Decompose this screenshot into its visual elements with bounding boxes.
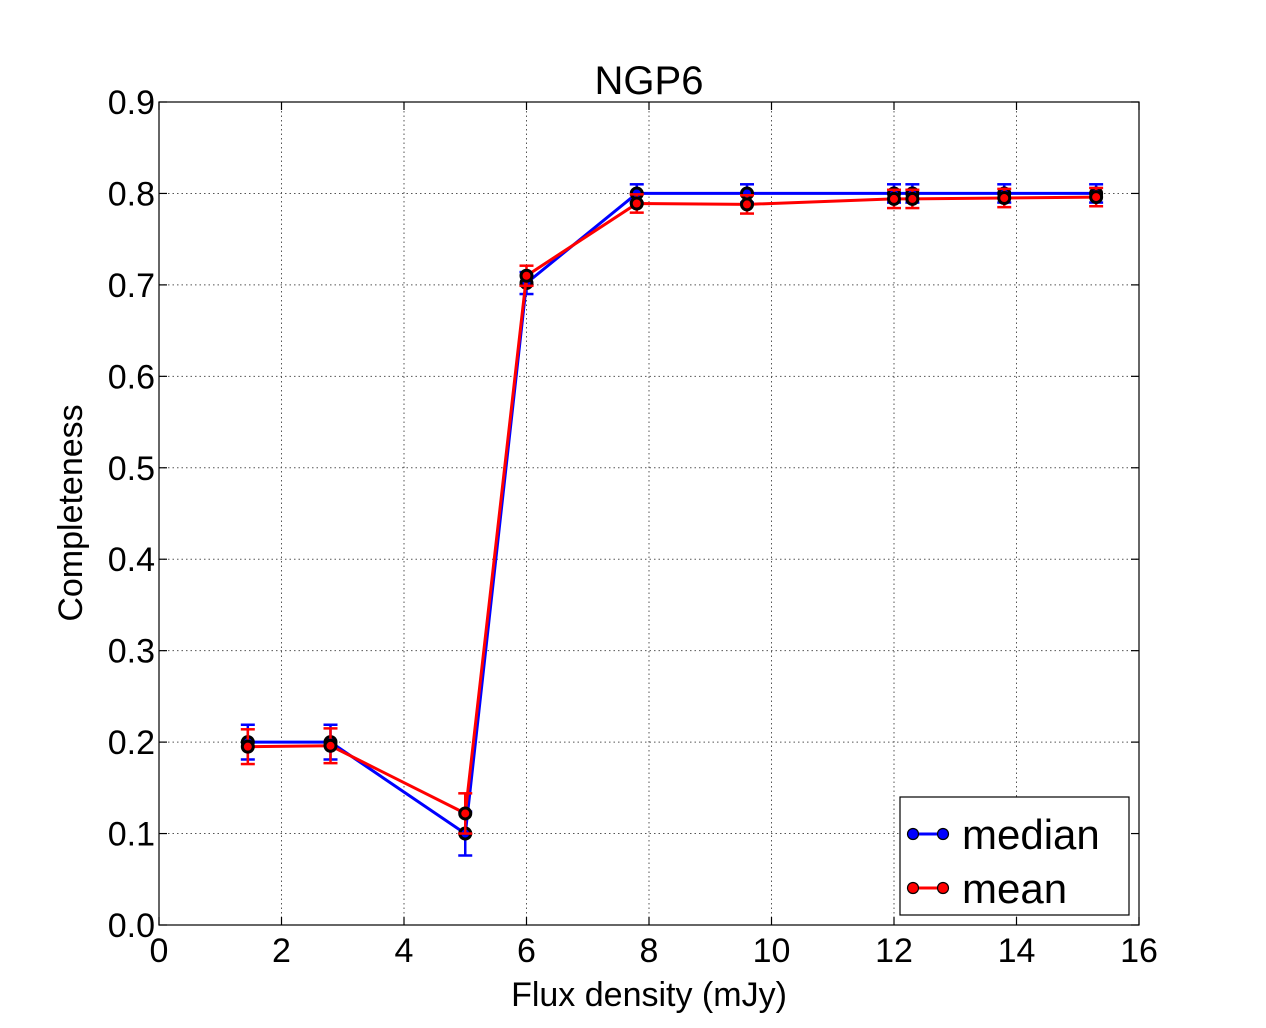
data-point (997, 191, 1012, 206)
data-point (240, 739, 255, 754)
data-point (905, 191, 920, 206)
plot-series (240, 183, 1104, 857)
legend-label: median (962, 811, 1100, 858)
legend-marker (906, 827, 920, 841)
legend-marker (936, 827, 950, 841)
y-tick-label: 0.1 (108, 816, 155, 854)
data-point (458, 806, 473, 821)
x-tick-label: 12 (875, 932, 913, 970)
legend-marker (906, 881, 920, 895)
x-tick-label: 2 (272, 932, 291, 970)
x-tick-label: 10 (753, 932, 791, 970)
legend-entry-median: median (906, 811, 1100, 858)
y-tick-label: 0.9 (108, 84, 155, 122)
data-point (323, 738, 338, 753)
data-point (740, 197, 754, 212)
y-axis-label: Completeness (52, 404, 90, 621)
axis-ticks (158, 101, 1140, 926)
data-point (519, 268, 534, 283)
legend-entry-mean: mean (906, 865, 1067, 912)
y-tick-label: 0.6 (108, 358, 155, 396)
series-line (247, 195, 1097, 816)
series-line (247, 191, 1097, 837)
y-tick-label: 0.7 (108, 267, 155, 305)
legend-label: mean (962, 865, 1067, 912)
x-tick-label: 16 (1120, 932, 1158, 970)
data-point (887, 191, 901, 206)
y-tick-label: 0.2 (108, 724, 155, 762)
y-tick-label: 0.0 (108, 907, 155, 945)
y-tick-label: 0.4 (108, 541, 155, 579)
x-tick-label: 8 (640, 932, 659, 970)
x-tick-label: 0 (150, 932, 169, 970)
x-tick-label: 6 (517, 932, 536, 970)
legend: median mean (899, 796, 1130, 916)
y-tick-label: 0.5 (108, 450, 155, 488)
y-tick-label: 0.8 (108, 175, 155, 213)
series-mean (240, 186, 1104, 835)
legend-marker (936, 881, 950, 895)
y-tick-label: 0.3 (108, 633, 155, 671)
data-point (629, 196, 644, 211)
x-tick-label: 14 (998, 932, 1036, 970)
x-axis-label: Flux density (mJy) (511, 976, 787, 1014)
data-point (1089, 190, 1104, 205)
chart-title: NGP6 (595, 59, 704, 103)
x-tick-label: 4 (395, 932, 414, 970)
legend-box (899, 796, 1130, 916)
axis-tick-labels: 0 2 4 6 8 10 12 14 16 0.0 0.1 0.2 0.3 0.4 0.5 0.6 0.7 0.8… (108, 84, 1158, 970)
